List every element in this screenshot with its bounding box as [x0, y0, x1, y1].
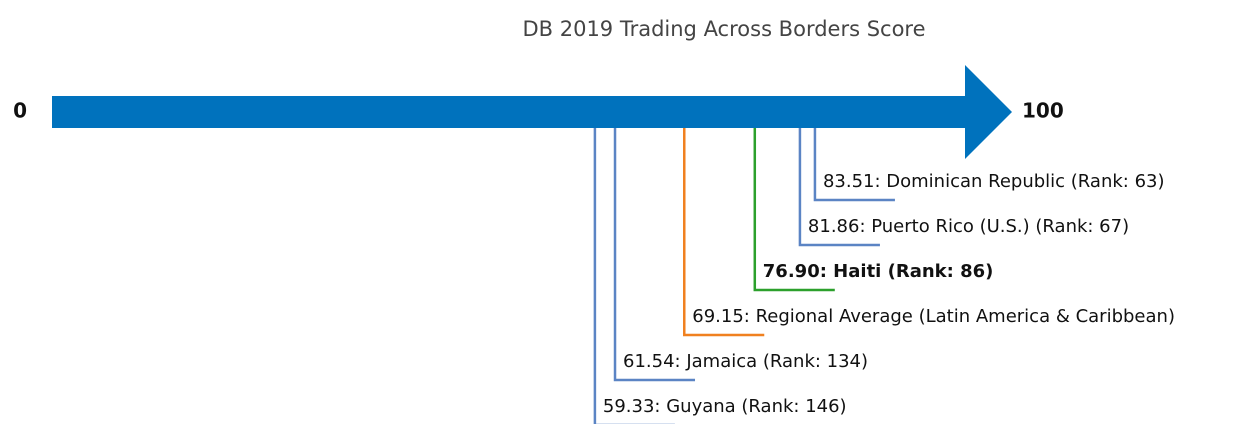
- value-label: 81.86: Puerto Rico (U.S.) (Rank: 67): [808, 216, 1129, 237]
- x-tick-label: 100: [1022, 99, 1064, 123]
- value-label: 69.15: Regional Average (Latin America &…: [692, 306, 1175, 327]
- leader-line: [798, 128, 880, 247]
- axis-arrow: [52, 65, 1012, 159]
- leader-line: [753, 128, 835, 292]
- value-label: 83.51: Dominican Republic (Rank: 63): [823, 171, 1165, 192]
- leader-line: [683, 128, 765, 337]
- chart-title: DB 2019 Trading Across Borders Score: [522, 17, 925, 41]
- x-tick-label: 0: [13, 99, 27, 123]
- leader-line: [813, 128, 895, 202]
- value-label: 76.90: Haiti (Rank: 86): [763, 261, 994, 282]
- value-label: 61.54: Jamaica (Rank: 134): [623, 351, 868, 372]
- value-label: 59.33: Guyana (Rank: 146): [603, 396, 847, 417]
- leader-line: [593, 128, 675, 424]
- leader-line: [613, 128, 696, 382]
